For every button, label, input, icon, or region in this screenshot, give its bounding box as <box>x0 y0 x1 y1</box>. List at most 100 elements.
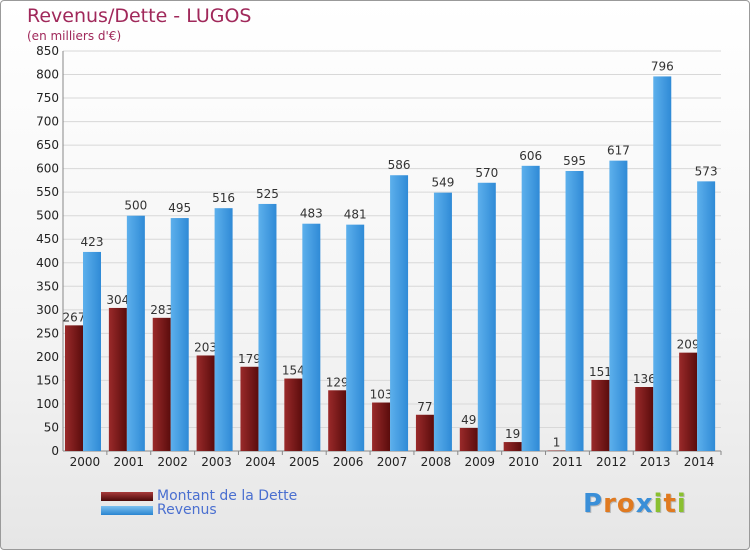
y-tick-label: 250 <box>36 326 59 340</box>
y-tick-label: 700 <box>36 115 59 129</box>
legend-label-dette: Montant de la Dette <box>157 488 298 504</box>
data-label-revenus-2000: 423 <box>81 235 104 249</box>
bar-revenus-2014 <box>697 181 716 451</box>
bar-revenus-2000 <box>83 251 101 451</box>
x-tick-label-2007: 2007 <box>377 455 408 469</box>
bar-dette-2007 <box>372 402 391 451</box>
y-tick-label: 550 <box>36 185 59 199</box>
data-label-dette-2014: 209 <box>677 338 700 352</box>
data-label-dette-2004: 179 <box>238 352 261 366</box>
proxiti-logo: Proxiti <box>583 489 687 519</box>
x-tick-label-2009: 2009 <box>464 455 495 469</box>
data-label-revenus-2003: 516 <box>212 191 235 205</box>
y-tick-label: 500 <box>36 209 59 223</box>
x-tick-label-2014: 2014 <box>684 455 715 469</box>
y-tick-label: 350 <box>36 279 59 293</box>
bar-dette-2004 <box>240 366 259 451</box>
y-tick-label: 200 <box>36 350 59 364</box>
bar-revenus-2009 <box>477 182 496 451</box>
x-tick-label-2001: 2001 <box>114 455 145 469</box>
bar-dette-2002 <box>152 317 171 451</box>
legend-item-dette: Montant de la Dette <box>101 488 298 504</box>
bar-revenus-2007 <box>390 175 409 451</box>
data-label-dette-2013: 136 <box>633 372 656 386</box>
data-label-dette-2006: 129 <box>326 375 349 389</box>
x-tick-label-2002: 2002 <box>157 455 188 469</box>
x-tick-label-2012: 2012 <box>596 455 627 469</box>
y-tick-label: 150 <box>36 373 59 387</box>
data-label-revenus-2002: 495 <box>168 201 191 215</box>
data-label-dette-2012: 151 <box>589 365 612 379</box>
data-label-revenus-2004: 525 <box>256 187 279 201</box>
y-tick-label: 750 <box>36 91 59 105</box>
y-tick-label: 0 <box>51 444 59 458</box>
x-tick-label-2004: 2004 <box>245 455 276 469</box>
bar-revenus-2011 <box>565 171 584 451</box>
y-tick-label: 850 <box>36 44 59 58</box>
bar-dette-2005 <box>284 378 303 451</box>
data-label-revenus-2014: 573 <box>695 164 718 178</box>
data-label-dette-2005: 154 <box>282 364 305 378</box>
data-label-dette-2000: 267 <box>63 310 86 324</box>
y-tick-label: 450 <box>36 232 59 246</box>
data-label-revenus-2010: 606 <box>519 149 542 163</box>
legend-label-revenus: Revenus <box>157 502 217 518</box>
bar-dette-2009 <box>459 427 478 451</box>
bar-dette-2001 <box>108 307 127 451</box>
legend-item-revenus: Revenus <box>101 502 217 518</box>
data-label-revenus-2013: 796 <box>651 59 674 73</box>
data-label-revenus-2001: 500 <box>124 199 147 213</box>
x-tick-label-2010: 2010 <box>508 455 539 469</box>
data-label-revenus-2009: 570 <box>475 166 498 180</box>
y-tick-label: 50 <box>44 420 59 434</box>
bar-dette-2008 <box>415 414 434 451</box>
x-tick-label-2005: 2005 <box>289 455 320 469</box>
bar-revenus-2013 <box>653 76 672 451</box>
y-tick-label: 300 <box>36 303 59 317</box>
y-tick-label: 400 <box>36 256 59 270</box>
x-tick-label-2008: 2008 <box>421 455 452 469</box>
data-label-revenus-2007: 586 <box>388 158 411 172</box>
bar-revenus-2001 <box>126 215 145 451</box>
data-label-revenus-2012: 617 <box>607 144 630 158</box>
data-label-dette-2011: 1 <box>553 436 561 450</box>
x-tick-label-2011: 2011 <box>552 455 583 469</box>
bar-dette-2014 <box>679 352 698 451</box>
legend-swatch-revenus <box>101 505 153 515</box>
data-label-dette-2001: 304 <box>106 293 129 307</box>
data-label-dette-2008: 77 <box>417 400 432 414</box>
bar-revenus-2003 <box>214 208 233 451</box>
bar-revenus-2004 <box>258 203 277 451</box>
y-tick-label: 650 <box>36 138 59 152</box>
bar-dette-2006 <box>328 390 347 451</box>
y-tick-label: 100 <box>36 397 59 411</box>
data-label-dette-2007: 103 <box>370 388 393 402</box>
data-label-revenus-2011: 595 <box>563 154 586 168</box>
data-label-dette-2010: 19 <box>505 427 520 441</box>
bar-dette-2003 <box>196 355 215 451</box>
x-tick-label-2013: 2013 <box>640 455 671 469</box>
data-label-revenus-2008: 549 <box>431 176 454 190</box>
data-label-dette-2009: 49 <box>461 413 476 427</box>
x-tick-label-2000: 2000 <box>70 455 101 469</box>
chart-title: Revenus/Dette - LUGOS <box>27 5 252 27</box>
bar-revenus-2008 <box>433 192 452 451</box>
bar-revenus-2010 <box>521 165 540 451</box>
y-tick-label: 600 <box>36 162 59 176</box>
x-tick-label-2003: 2003 <box>201 455 232 469</box>
data-label-dette-2002: 283 <box>150 303 173 317</box>
bar-dette-2012 <box>591 379 610 451</box>
legend-swatch-dette <box>101 491 153 501</box>
bar-revenus-2012 <box>609 160 628 451</box>
data-label-revenus-2005: 483 <box>300 207 323 221</box>
y-tick-label: 800 <box>36 68 59 82</box>
bar-dette-2000 <box>65 325 83 451</box>
data-label-dette-2003: 203 <box>194 340 217 354</box>
chart-subtitle: (en milliers d'€) <box>27 29 122 43</box>
bar-revenus-2002 <box>170 218 189 451</box>
data-label-revenus-2006: 481 <box>344 208 367 222</box>
bar-dette-2013 <box>635 387 654 451</box>
bar-revenus-2005 <box>302 223 321 451</box>
